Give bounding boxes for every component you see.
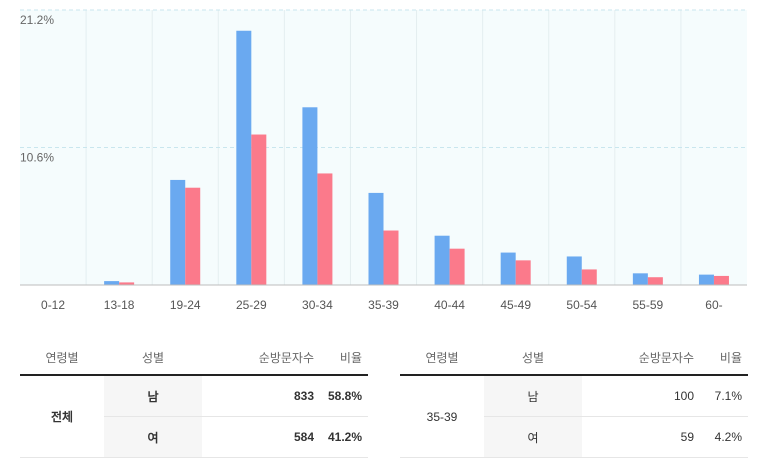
group-label: 전체 <box>20 375 104 458</box>
detail-table-header: 연령별 성별 순방문자수 비율 <box>400 340 748 376</box>
x-tick-label: 30-34 <box>302 298 333 312</box>
bar-male[interactable] <box>236 30 252 286</box>
gender-cell: 남 <box>104 375 202 417</box>
bar-male[interactable] <box>434 235 450 285</box>
ratio-cell: 4.2% <box>700 416 748 458</box>
bar-male[interactable] <box>170 179 186 285</box>
header-ratio: 비율 <box>320 340 368 376</box>
header-visitors: 순방문자수 <box>582 340 700 376</box>
age-gender-bar-chart: 21.2% 10.6% 0-12 13-18 19-24 25-29 30-34 35-39 4… <box>20 9 747 312</box>
x-tick-label: 25-29 <box>236 298 267 312</box>
gender-cell: 여 <box>484 416 582 458</box>
bar-female[interactable] <box>515 260 531 285</box>
x-tick-label: 50-54 <box>566 298 597 312</box>
visitors-cell: 833 <box>202 375 320 417</box>
x-tick-label: 60- <box>705 298 722 312</box>
gender-cell: 여 <box>104 416 202 458</box>
bar-female[interactable] <box>251 134 267 285</box>
header-age: 연령별 <box>20 340 104 376</box>
x-tick-label: 40-44 <box>434 298 465 312</box>
y-tick-label: 10.6% <box>20 151 54 165</box>
visitors-cell: 100 <box>582 375 700 417</box>
detail-table: 연령별 성별 순방문자수 비율 35-39 남 100 7.1% 여 59 4.… <box>400 340 748 458</box>
chart-bars <box>104 30 729 286</box>
bar-male[interactable] <box>566 256 582 285</box>
summary-table: 연령별 성별 순방문자수 비율 전체 남 833 58.8% 여 584 41.… <box>20 340 368 458</box>
visitors-cell: 584 <box>202 416 320 458</box>
table-row: 여 584 41.2% <box>20 416 368 458</box>
bar-male[interactable] <box>698 274 714 285</box>
bar-male[interactable] <box>302 107 318 285</box>
summary-table-header: 연령별 성별 순방문자수 비율 <box>20 340 368 376</box>
bar-male[interactable] <box>500 252 516 285</box>
header-visitors: 순방문자수 <box>202 340 320 376</box>
bar-male[interactable] <box>368 192 384 285</box>
header-ratio: 비율 <box>700 340 748 376</box>
bar-male[interactable] <box>104 281 120 285</box>
bar-female[interactable] <box>713 275 729 285</box>
ratio-cell: 7.1% <box>700 375 748 417</box>
chart-tick-labels: 21.2% 10.6% 0-12 13-18 19-24 25-29 30-34 35-39 4… <box>20 13 723 312</box>
ratio-cell: 41.2% <box>320 416 368 458</box>
table-row: 여 59 4.2% <box>400 416 748 458</box>
bar-female[interactable] <box>383 230 399 285</box>
table-row: 35-39 남 100 7.1% <box>400 375 748 458</box>
bar-female[interactable] <box>449 248 465 285</box>
x-tick-label: 35-39 <box>368 298 399 312</box>
x-tick-label: 55-59 <box>633 298 664 312</box>
bar-female[interactable] <box>647 277 663 285</box>
x-tick-label: 0-12 <box>41 298 65 312</box>
table-row: 전체 남 833 58.8% <box>20 375 368 458</box>
y-tick-label: 21.2% <box>20 13 54 27</box>
bar-female[interactable] <box>119 282 135 285</box>
bar-female[interactable] <box>185 187 201 285</box>
group-label: 35-39 <box>400 375 484 458</box>
bar-female[interactable] <box>581 269 597 285</box>
x-tick-label: 13-18 <box>104 298 135 312</box>
header-gender: 성별 <box>104 340 202 376</box>
x-tick-label: 19-24 <box>170 298 201 312</box>
bar-female[interactable] <box>317 173 333 285</box>
ratio-cell: 58.8% <box>320 375 368 417</box>
header-gender: 성별 <box>484 340 582 376</box>
x-tick-label: 45-49 <box>500 298 531 312</box>
header-age: 연령별 <box>400 340 484 376</box>
chart-grid <box>20 9 747 285</box>
bar-male[interactable] <box>632 273 648 285</box>
visitors-cell: 59 <box>582 416 700 458</box>
gender-cell: 남 <box>484 375 582 417</box>
